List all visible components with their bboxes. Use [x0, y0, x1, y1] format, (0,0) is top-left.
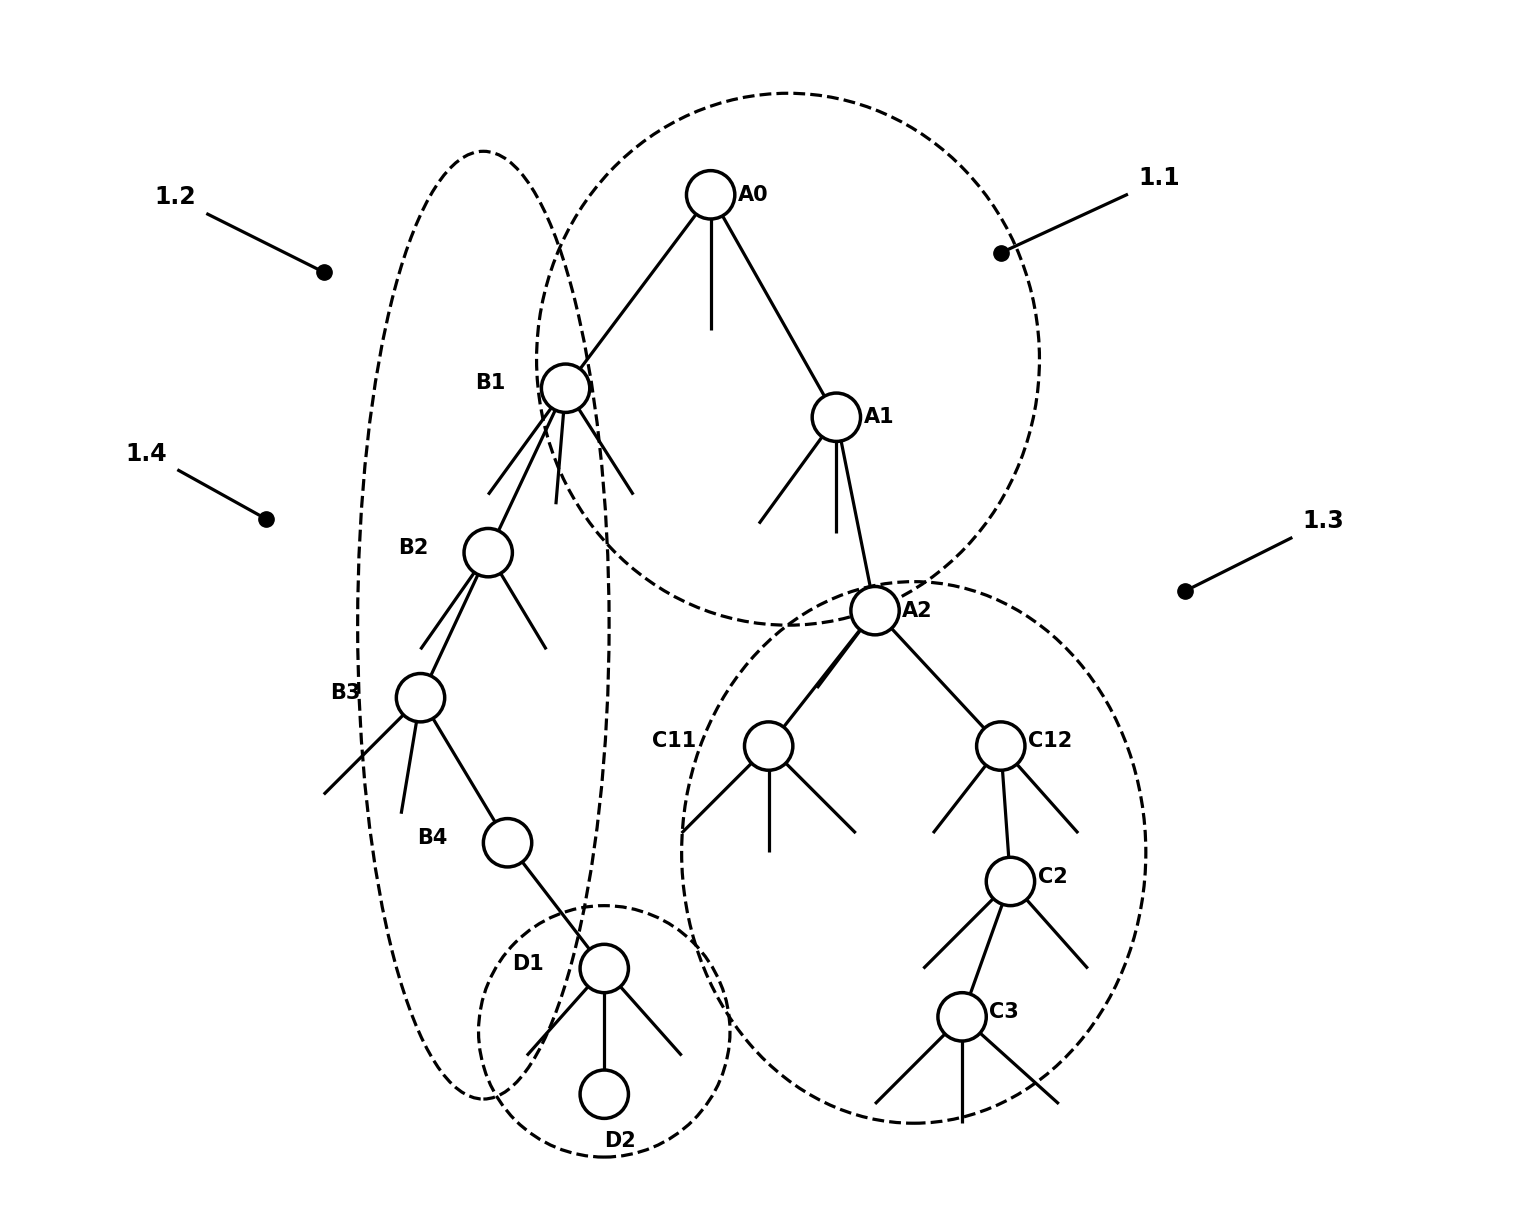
Circle shape — [812, 393, 861, 442]
Circle shape — [396, 673, 445, 721]
Text: A1: A1 — [864, 407, 894, 427]
Text: 1.4: 1.4 — [126, 442, 167, 465]
Text: B2: B2 — [398, 538, 428, 558]
Circle shape — [852, 586, 899, 635]
Circle shape — [580, 1070, 628, 1119]
Text: 1.2: 1.2 — [155, 186, 196, 209]
Text: C11: C11 — [651, 731, 697, 751]
Text: C12: C12 — [1028, 731, 1072, 751]
Circle shape — [744, 721, 792, 771]
Text: C2: C2 — [1037, 867, 1067, 886]
Text: C3: C3 — [990, 1002, 1019, 1022]
Text: D1: D1 — [513, 954, 545, 974]
Circle shape — [938, 992, 987, 1041]
Text: A0: A0 — [738, 185, 768, 204]
Text: B4: B4 — [417, 828, 448, 848]
Circle shape — [686, 171, 735, 219]
Text: D2: D2 — [604, 1130, 636, 1151]
Text: B3: B3 — [331, 683, 361, 703]
Text: 1.1: 1.1 — [1138, 166, 1179, 190]
Circle shape — [976, 721, 1025, 771]
Circle shape — [580, 944, 628, 992]
Circle shape — [483, 819, 531, 867]
Circle shape — [542, 364, 591, 412]
Circle shape — [465, 528, 513, 577]
Text: 1.3: 1.3 — [1302, 510, 1345, 533]
Text: B1: B1 — [475, 373, 505, 394]
Circle shape — [987, 857, 1035, 906]
Text: A2: A2 — [902, 601, 932, 620]
